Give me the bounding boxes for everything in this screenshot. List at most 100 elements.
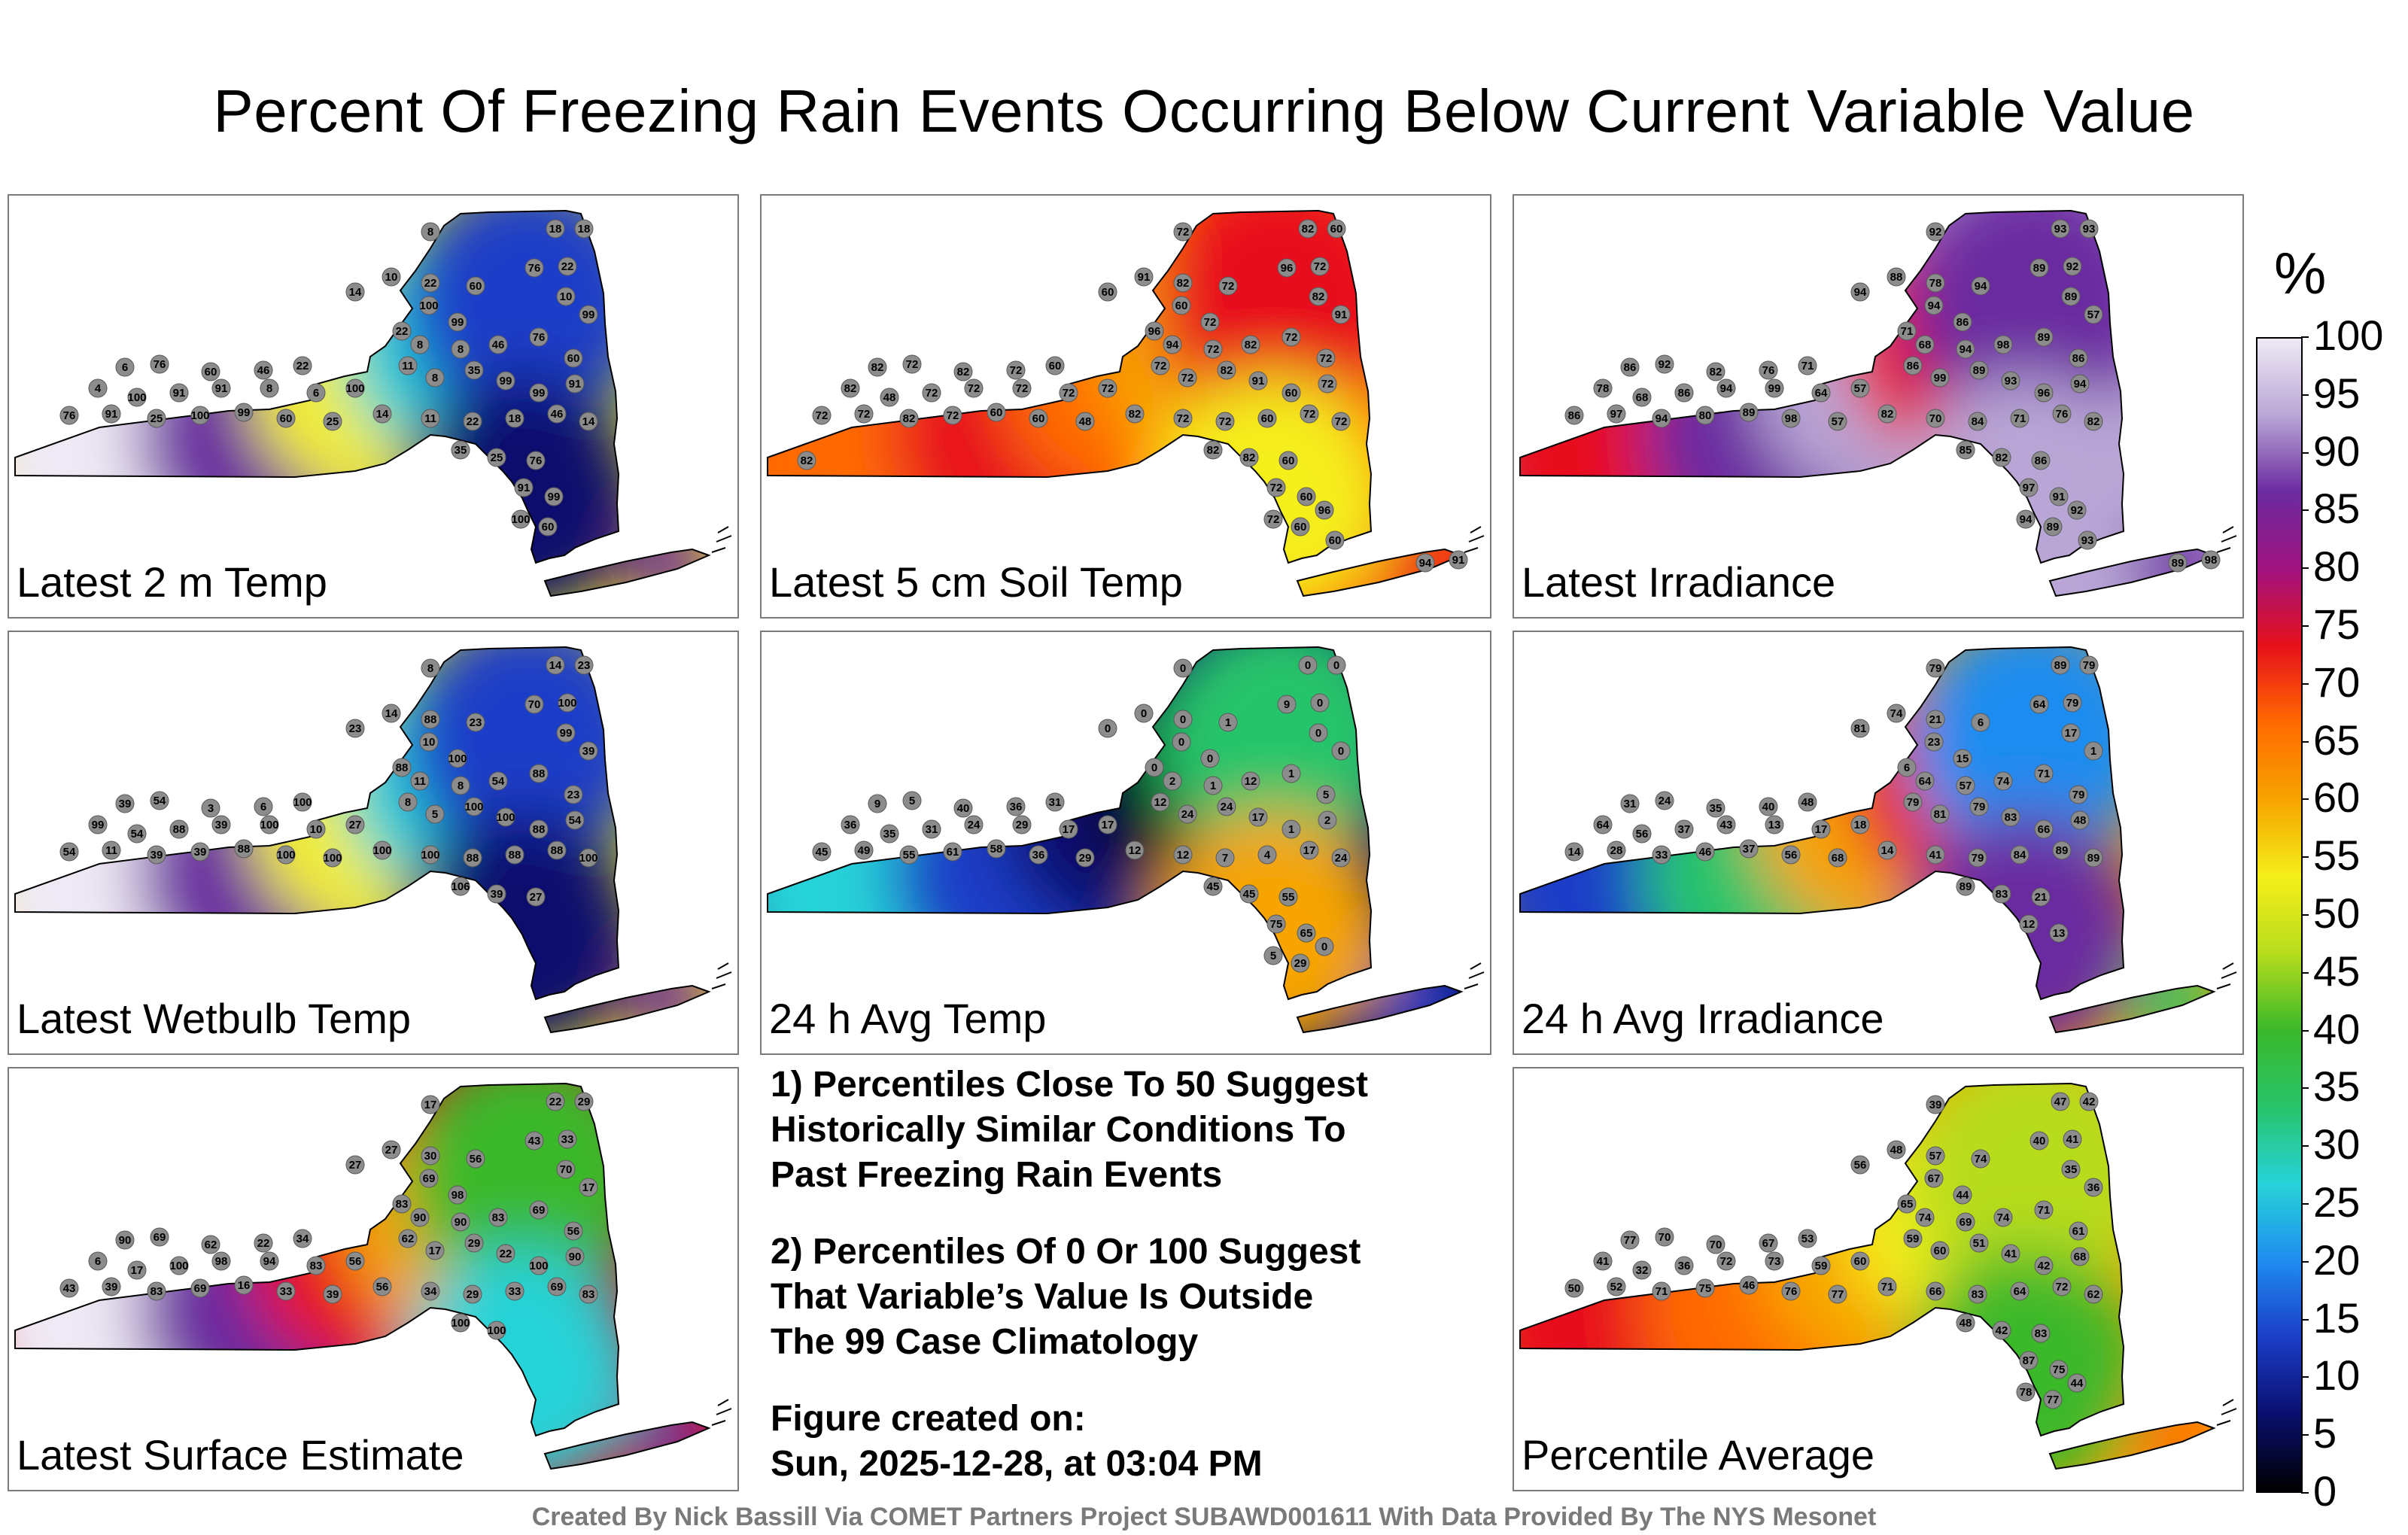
station-value: 6 bbox=[95, 1255, 101, 1268]
station-value: 72 bbox=[1320, 352, 1333, 365]
station-dot bbox=[382, 1140, 401, 1160]
station-dot bbox=[451, 776, 470, 795]
station-marker: 71 bbox=[2010, 409, 2029, 428]
station-dot bbox=[1173, 710, 1193, 729]
station-value: 53 bbox=[1801, 1233, 1814, 1245]
station-marker: 12 bbox=[2019, 914, 2039, 934]
station-marker: 23 bbox=[1924, 732, 1944, 752]
station-value: 35 bbox=[455, 444, 467, 457]
station-value: 41 bbox=[1929, 849, 1942, 862]
station-marker: 0 bbox=[1145, 758, 1164, 777]
station-marker: 82 bbox=[1298, 219, 1318, 239]
station-dot bbox=[1993, 335, 2013, 354]
station-dot bbox=[2061, 287, 2081, 306]
station-dot bbox=[579, 848, 598, 868]
heat-region bbox=[2131, 956, 2214, 1032]
state-outline bbox=[1296, 984, 1464, 1034]
colorbar-tick-label: 70 bbox=[2313, 658, 2361, 706]
station-value: 44 bbox=[1956, 1189, 1969, 1202]
station-marker: 74 bbox=[1993, 771, 2013, 791]
station-marker: 69 bbox=[150, 1227, 169, 1247]
station-value: 12 bbox=[1129, 844, 1142, 857]
island-mark bbox=[717, 962, 729, 970]
station-value: 36 bbox=[1010, 801, 1023, 813]
station-dot bbox=[1887, 1140, 1906, 1160]
station-value: 32 bbox=[1636, 1264, 1649, 1277]
colorbar-tick-label: 95 bbox=[2313, 369, 2361, 417]
station-value: 31 bbox=[1049, 796, 1062, 809]
colorbar-tick-label: 50 bbox=[2313, 889, 2361, 937]
station-marker: 69 bbox=[419, 1169, 439, 1188]
station-marker: 99 bbox=[544, 487, 564, 506]
station-marker: 76 bbox=[59, 406, 79, 425]
station-value: 82 bbox=[871, 361, 884, 374]
station-value: 17 bbox=[2065, 727, 2078, 740]
colorbar-tick-label: 55 bbox=[2313, 831, 2361, 880]
station-dot bbox=[466, 1149, 485, 1169]
station-value: 72 bbox=[1177, 412, 1190, 425]
station-dot bbox=[514, 478, 534, 497]
station-marker: 45 bbox=[1203, 877, 1223, 896]
panel-label: Latest 2 m Temp bbox=[17, 558, 327, 606]
station-value: 58 bbox=[990, 843, 1003, 856]
station-value: 67 bbox=[1762, 1237, 1775, 1250]
station-dot bbox=[1897, 321, 1917, 341]
station-dot bbox=[1706, 1235, 1725, 1254]
station-value: 60 bbox=[205, 366, 217, 378]
station-marker: 36 bbox=[1029, 845, 1048, 865]
station-marker: 92 bbox=[2063, 257, 2082, 276]
station-value: 60 bbox=[1049, 360, 1062, 372]
station-value: 23 bbox=[567, 789, 580, 801]
station-marker: 100 bbox=[448, 749, 467, 768]
station-marker: 29 bbox=[1291, 953, 1310, 973]
station-marker: 76 bbox=[524, 258, 544, 278]
station-marker: 54 bbox=[127, 824, 147, 843]
station-dot bbox=[943, 842, 962, 862]
station-marker: 69 bbox=[190, 1278, 210, 1298]
island-mark bbox=[716, 971, 732, 979]
island-mark bbox=[2221, 971, 2237, 979]
station-value: 64 bbox=[2033, 698, 2046, 711]
station-marker: 1 bbox=[2084, 741, 2103, 761]
island-mark bbox=[2216, 983, 2231, 989]
station-marker: 0 bbox=[1200, 749, 1220, 768]
station-marker: 100 bbox=[421, 845, 440, 865]
station-value: 46 bbox=[551, 408, 564, 421]
station-value: 79 bbox=[2066, 697, 2079, 710]
station-marker: 87 bbox=[2019, 1351, 2039, 1370]
map-plot: 92 93 93 94 88 89 92 78 94 94 86 89 57 71 68 94 98 89 86 86… bbox=[1519, 209, 2237, 597]
station-marker: 86 bbox=[2031, 451, 2051, 470]
station-value: 100 bbox=[323, 852, 342, 865]
station-value: 64 bbox=[2014, 1285, 2026, 1298]
station-marker: 77 bbox=[2043, 1390, 2063, 1409]
station-dot bbox=[1971, 713, 1990, 732]
station-marker: 60 bbox=[1172, 296, 1191, 315]
island-mark bbox=[2216, 547, 2231, 553]
station-marker: 1 bbox=[1282, 819, 1301, 839]
station-dot bbox=[127, 1260, 147, 1280]
station-dot bbox=[1850, 1155, 1870, 1175]
station-marker: 61 bbox=[943, 842, 962, 862]
station-dot bbox=[488, 771, 508, 791]
station-dot bbox=[529, 383, 549, 403]
station-marker: 100 bbox=[529, 1256, 549, 1275]
station-value: 36 bbox=[2087, 1181, 2100, 1194]
station-value: 10 bbox=[385, 271, 398, 284]
station-marker: 88 bbox=[505, 845, 524, 865]
station-value: 60 bbox=[1102, 286, 1114, 299]
station-dot bbox=[254, 360, 273, 380]
island-mark bbox=[711, 547, 726, 553]
station-marker: 88 bbox=[1887, 267, 1906, 287]
station-value: 100 bbox=[511, 513, 530, 526]
station-value: 6 bbox=[313, 387, 319, 400]
station-marker: 83 bbox=[1968, 1284, 1987, 1304]
station-dot bbox=[2078, 530, 2097, 550]
station-marker: 94 bbox=[1415, 553, 1435, 573]
station-value: 54 bbox=[569, 814, 582, 827]
station-dot bbox=[2052, 1277, 2072, 1296]
station-dot bbox=[1765, 1251, 1784, 1271]
station-dot bbox=[987, 403, 1006, 422]
station-marker: 24 bbox=[1331, 848, 1351, 868]
station-value: 88 bbox=[533, 823, 546, 836]
station-marker: 29 bbox=[1075, 848, 1095, 868]
